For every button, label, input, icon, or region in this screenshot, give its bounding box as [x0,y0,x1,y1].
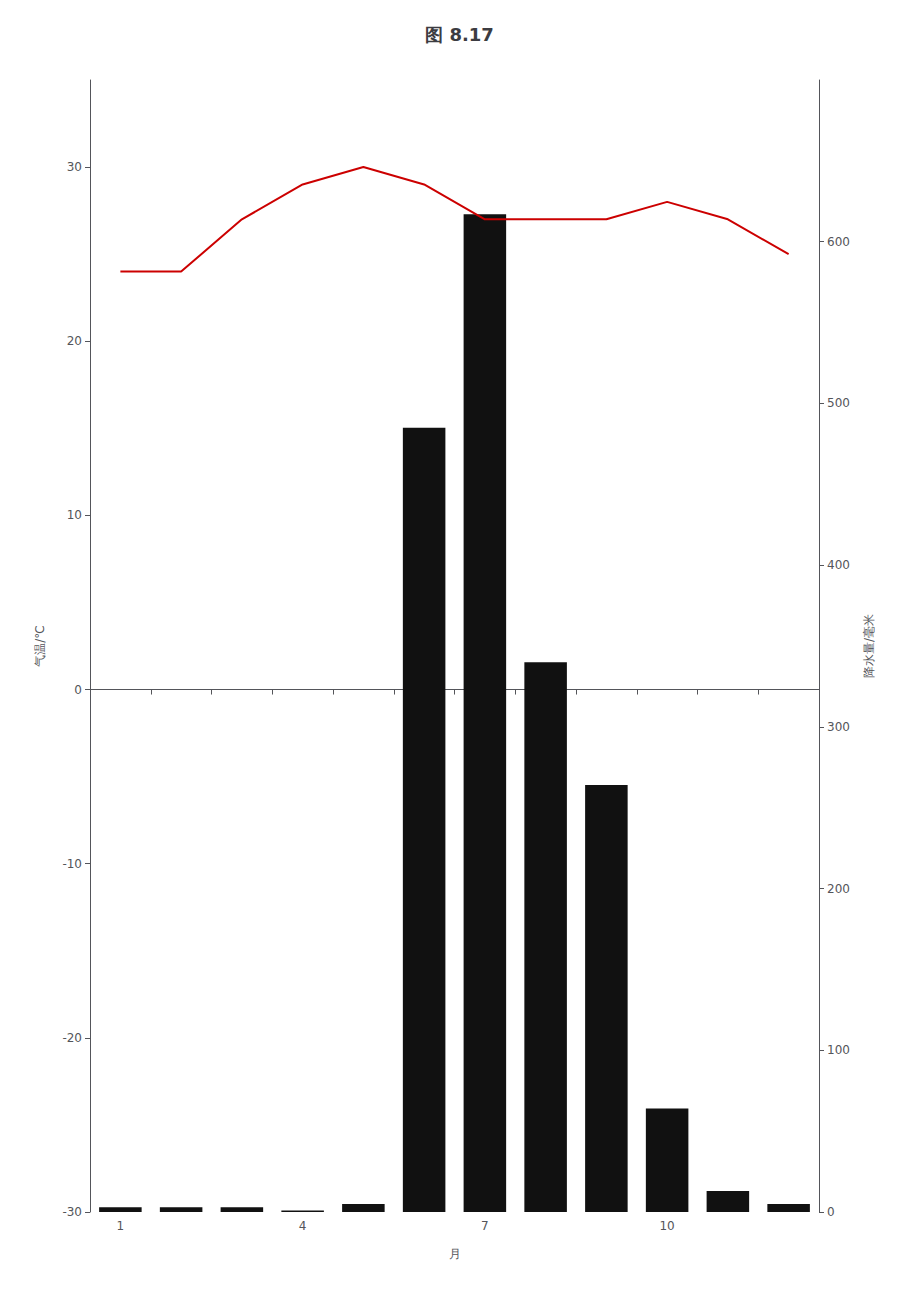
svg-text:600: 600 [827,235,850,249]
svg-text:-10: -10 [62,857,82,871]
svg-text:-20: -20 [62,1031,82,1045]
svg-text:20: 20 [67,334,82,348]
svg-text:0: 0 [827,1205,835,1219]
svg-text:气温/℃: 气温/℃ [33,625,47,667]
svg-text:-30: -30 [62,1205,82,1219]
svg-text:400: 400 [827,558,850,572]
svg-text:100: 100 [827,1043,850,1057]
svg-text:4: 4 [299,1219,307,1233]
svg-text:300: 300 [827,720,850,734]
svg-text:降水量/毫米: 降水量/毫米 [862,614,876,678]
svg-text:0: 0 [74,683,82,697]
svg-text:500: 500 [827,396,850,410]
svg-text:7: 7 [481,1219,489,1233]
svg-text:30: 30 [67,160,82,174]
svg-text:10: 10 [659,1219,674,1233]
svg-text:1: 1 [117,1219,125,1233]
svg-text:10: 10 [67,508,82,522]
svg-text:图 8.17: 图 8.17 [425,24,494,45]
svg-text:200: 200 [827,882,850,896]
svg-text:月: 月 [449,1247,461,1261]
